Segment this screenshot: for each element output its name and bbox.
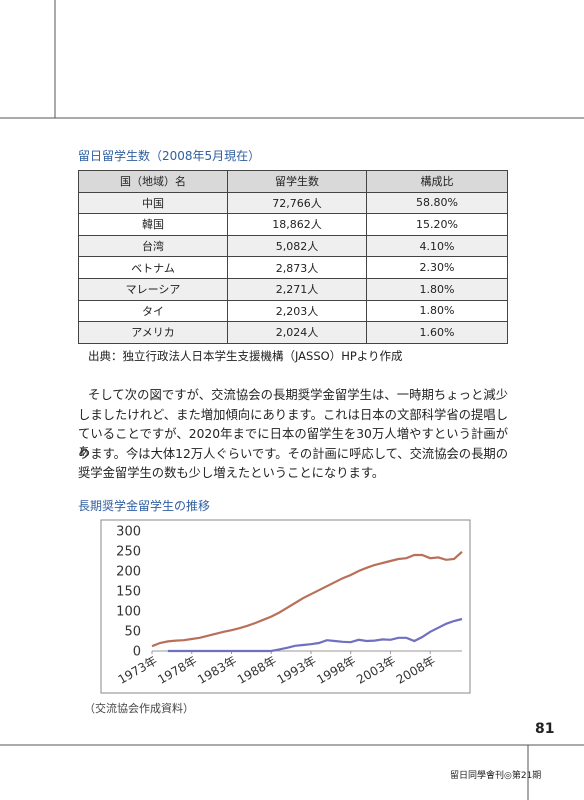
- paragraph-line: 奨学金留学生の数も少し増えたということになります。: [78, 466, 385, 480]
- table-row: 韓国 18,862人 15.20%: [78, 213, 508, 236]
- data-line: [167, 617, 463, 653]
- header-cell: 構成比: [366, 170, 508, 193]
- table-row: タイ 2,203人 1.80%: [78, 299, 508, 323]
- header-cell: 国（地域）名: [78, 170, 228, 193]
- table-cell: 2,873人: [227, 256, 367, 279]
- table-cell: 2,271人: [227, 277, 367, 301]
- table-cell: 台湾: [78, 234, 228, 258]
- table-cell: アメリカ: [78, 321, 228, 344]
- table-cell: 2,203人: [227, 299, 367, 323]
- table-row: マレーシア 2,271人 1.80%: [78, 277, 508, 301]
- table-row: ベトナム 2,873人 2.30%: [78, 256, 508, 279]
- y-tick-label: 100: [116, 605, 141, 620]
- paragraph-line: そして次の図ですが、交流協会の長期奨学金留学生は、一時期ちょっと減少: [88, 388, 508, 402]
- y-tick-label: 250: [116, 545, 141, 560]
- table-cell: 中国: [78, 191, 228, 215]
- section-title: 留日留学生数（2008年5月現在）: [78, 149, 261, 163]
- chart-note: （交流協会作成資料）: [84, 702, 194, 715]
- table-cell: ベトナム: [78, 256, 228, 279]
- table-row: 台湾 5,082人 4.10%: [78, 234, 508, 258]
- y-tick-label: 0: [133, 645, 141, 660]
- paragraph-line: しましたけれど、また増加傾向にあります。これは日本の文部科学省の提唱し: [78, 407, 508, 422]
- source: 出典：独立行政法人日本学生支援機構（JASSO）HPより作成: [88, 349, 403, 363]
- y-tick-label: 200: [116, 565, 141, 580]
- chart-title: 長期奨学金留学生の推移: [78, 499, 211, 513]
- header-row: 国（地域）名 留学生数 構成比: [78, 170, 508, 193]
- data-line: [151, 550, 463, 648]
- table-cell: 1.80%: [366, 299, 508, 323]
- y-tick-label: 50: [124, 625, 141, 640]
- table-cell: タイ: [78, 299, 228, 323]
- table-cell: 5,082人: [227, 234, 367, 258]
- header-cell: 留学生数: [227, 170, 367, 193]
- table-row: 中国 72,766人 58.80%: [78, 191, 508, 215]
- table-cell: 1.80%: [366, 277, 508, 301]
- table-cell: 18,862人: [227, 213, 367, 236]
- data-table: 国（地域）名 留学生数 構成比 中国 72,766人 58.80% 韓国 18,862人 15.…: [78, 170, 508, 344]
- y-tick-label: 150: [116, 585, 141, 600]
- table-cell: マレーシア: [78, 277, 228, 301]
- footer: 留日同學會刊◎第21期: [450, 771, 542, 781]
- table-cell: 4.10%: [366, 234, 508, 258]
- y-tick-label: 300: [116, 525, 141, 540]
- chart-frame: [100, 519, 471, 694]
- paragraph-line: ります。今は大体12万人ぐらいです。その計画に呼応して、交流協会の長期の: [78, 446, 508, 461]
- table-cell: 1.60%: [366, 321, 508, 344]
- table-cell: 72,766人: [227, 191, 367, 215]
- table-cell: 58.80%: [366, 191, 508, 215]
- table-cell: 韓国: [78, 213, 228, 236]
- page-number: 81: [535, 721, 555, 737]
- table-cell: 15.20%: [366, 213, 508, 236]
- table-cell: 2.30%: [366, 256, 508, 279]
- paragraph-line: ていることですが、2020年までに日本の留学生を30万人増やすという計画があ: [78, 427, 508, 459]
- table-cell: 2,024人: [227, 321, 367, 344]
- table-row: アメリカ 2,024人 1.60%: [78, 321, 508, 344]
